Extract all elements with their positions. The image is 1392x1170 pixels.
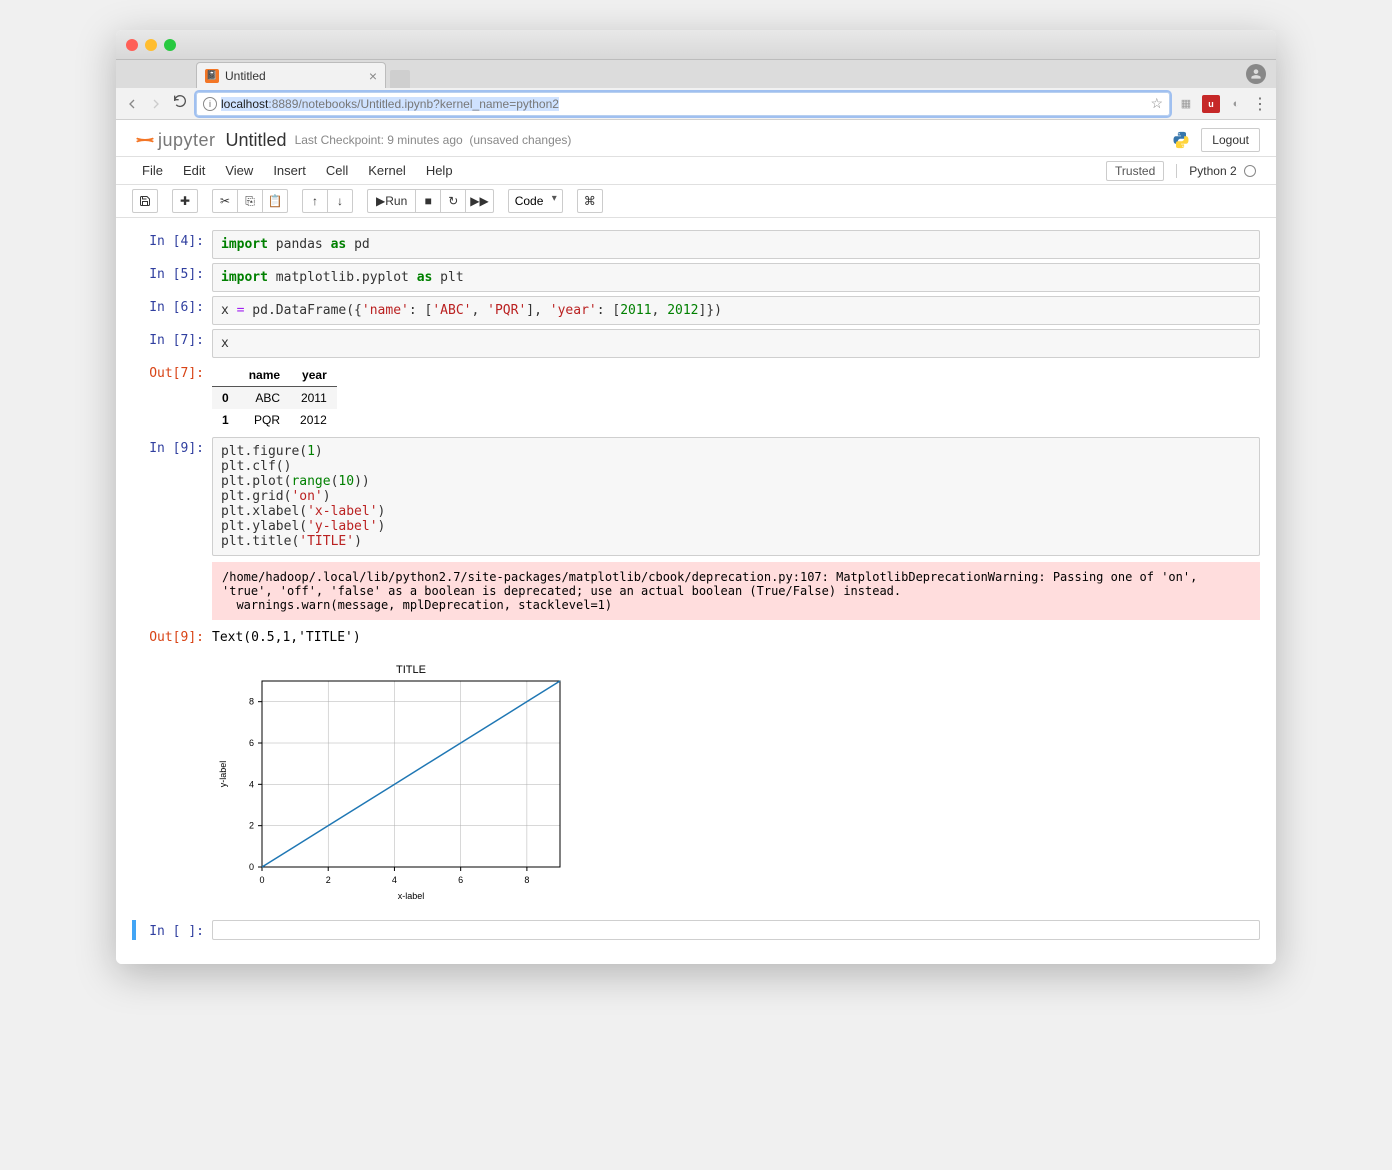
minimize-window-button[interactable]: [145, 39, 157, 51]
new-tab-button[interactable]: [390, 70, 410, 88]
bookmark-icon[interactable]: ☆: [1150, 95, 1163, 112]
tab-title: Untitled: [225, 69, 363, 83]
dataframe-output: nameyear0ABC20111PQR2012: [212, 364, 337, 431]
interrupt-button[interactable]: ■: [415, 189, 441, 213]
cut-button[interactable]: ✂: [212, 189, 238, 213]
site-info-icon[interactable]: i: [203, 97, 217, 111]
run-button[interactable]: ▶ Run: [367, 189, 416, 213]
browser-profile-icon[interactable]: [1246, 64, 1266, 84]
code-cell[interactable]: In [7]:x: [132, 329, 1260, 358]
menu-help[interactable]: Help: [416, 163, 463, 178]
menubar: FileEditViewInsertCellKernelHelp Trusted…: [116, 157, 1276, 185]
code-cell[interactable]: In [ ]:: [132, 920, 1260, 940]
code-cell[interactable]: In [4]:import pandas as pd: [132, 230, 1260, 259]
kernel-idle-icon: [1244, 165, 1256, 177]
kernel-name[interactable]: Python 2: [1176, 164, 1260, 178]
reload-button[interactable]: [172, 93, 188, 114]
forward-button[interactable]: [148, 96, 164, 112]
close-window-button[interactable]: [126, 39, 138, 51]
code-input[interactable]: import matplotlib.pyplot as plt: [212, 263, 1260, 292]
toolbar: ✚ ✂ ⎘ 📋 ↑ ↓ ▶ Run ■ ↻ ▶▶ Code ⌘: [116, 185, 1276, 218]
trusted-indicator[interactable]: Trusted: [1106, 161, 1164, 181]
logout-button[interactable]: Logout: [1201, 128, 1260, 152]
code-cell[interactable]: In [6]:x = pd.DataFrame({'name': ['ABC',…: [132, 296, 1260, 325]
svg-text:x-label: x-label: [398, 891, 425, 901]
browser-tab[interactable]: 📓 Untitled ×: [196, 62, 386, 88]
svg-text:0: 0: [259, 875, 264, 885]
paste-button[interactable]: 📋: [262, 189, 288, 213]
browser-url-bar: i localhost:8889/notebooks/Untitled.ipyn…: [116, 88, 1276, 120]
svg-text:0: 0: [249, 862, 254, 872]
url-input[interactable]: i localhost:8889/notebooks/Untitled.ipyn…: [196, 92, 1170, 116]
browser-menu-icon[interactable]: ⋮: [1252, 94, 1268, 114]
close-tab-icon[interactable]: ×: [369, 68, 377, 84]
back-button[interactable]: [124, 96, 140, 112]
save-button[interactable]: [132, 189, 158, 213]
code-input[interactable]: plt.figure(1) plt.clf() plt.plot(range(1…: [212, 437, 1260, 556]
add-cell-button[interactable]: ✚: [172, 189, 198, 213]
ublock-icon[interactable]: u: [1202, 95, 1220, 113]
code-input[interactable]: x: [212, 329, 1260, 358]
output-prompt: Out[9]:: [132, 626, 212, 649]
svg-text:4: 4: [249, 779, 254, 789]
notebook-title[interactable]: Untitled: [226, 130, 287, 151]
jupyter-logo-text: jupyter: [158, 130, 216, 151]
code-cell[interactable]: In [9]:plt.figure(1) plt.clf() plt.plot(…: [132, 437, 1260, 556]
svg-text:6: 6: [249, 738, 254, 748]
jupyter-favicon: 📓: [205, 69, 219, 83]
checkpoint-text: Last Checkpoint: 9 minutes ago (unsaved …: [295, 133, 572, 147]
restart-button[interactable]: ↻: [440, 189, 466, 213]
menu-insert[interactable]: Insert: [263, 163, 316, 178]
code-input[interactable]: [212, 920, 1260, 940]
svg-text:TITLE: TITLE: [396, 664, 426, 676]
svg-text:8: 8: [524, 875, 529, 885]
menu-edit[interactable]: Edit: [173, 163, 215, 178]
menu-cell[interactable]: Cell: [316, 163, 358, 178]
url-path: :8889/notebooks/Untitled.ipynb?kernel_na…: [268, 97, 559, 111]
input-prompt: In [ ]:: [136, 920, 212, 940]
menu-view[interactable]: View: [215, 163, 263, 178]
input-prompt: In [9]:: [132, 437, 212, 556]
svg-text:6: 6: [458, 875, 463, 885]
jupyter-logo[interactable]: jupyter: [132, 129, 216, 151]
browser-tab-strip: 📓 Untitled ×: [116, 60, 1276, 88]
code-input[interactable]: x = pd.DataFrame({'name': ['ABC', 'PQR']…: [212, 296, 1260, 325]
matplotlib-output: 0 2 4 6 8 0 2 4 6 8 x-label y-label TITLE: [212, 657, 572, 907]
extension-icon[interactable]: ▦: [1178, 96, 1194, 112]
code-cell[interactable]: In [5]:import matplotlib.pyplot as plt: [132, 263, 1260, 292]
svg-text:2: 2: [326, 875, 331, 885]
url-host: localhost: [221, 97, 268, 111]
menu-file[interactable]: File: [132, 163, 173, 178]
copy-button[interactable]: ⎘: [237, 189, 263, 213]
code-input[interactable]: import pandas as pd: [212, 230, 1260, 259]
input-prompt: In [6]:: [132, 296, 212, 325]
maximize-window-button[interactable]: [164, 39, 176, 51]
restart-run-all-button[interactable]: ▶▶: [465, 189, 493, 213]
cell-type-select[interactable]: Code: [508, 189, 563, 213]
python-icon: [1171, 130, 1191, 150]
input-prompt: In [5]:: [132, 263, 212, 292]
move-down-button[interactable]: ↓: [327, 189, 353, 213]
svg-text:2: 2: [249, 821, 254, 831]
menu-kernel[interactable]: Kernel: [358, 163, 416, 178]
svg-text:4: 4: [392, 875, 397, 885]
jupyter-logo-icon: [132, 129, 154, 151]
mac-titlebar: [116, 30, 1276, 60]
svg-text:8: 8: [249, 697, 254, 707]
input-prompt: In [7]:: [132, 329, 212, 358]
output-prompt: Out[7]:: [132, 362, 212, 433]
extension-icon-2[interactable]: ◐: [1228, 96, 1244, 112]
command-palette-button[interactable]: ⌘: [577, 189, 603, 213]
notebook-header: jupyter Untitled Last Checkpoint: 9 minu…: [116, 120, 1276, 157]
text-output: Text(0.5,1,'TITLE'): [212, 626, 1260, 649]
svg-text:y-label: y-label: [218, 761, 228, 788]
warning-output: /home/hadoop/.local/lib/python2.7/site-p…: [212, 562, 1260, 620]
move-up-button[interactable]: ↑: [302, 189, 328, 213]
input-prompt: In [4]:: [132, 230, 212, 259]
notebook-area: In [4]:import pandas as pdIn [5]:import …: [116, 218, 1276, 964]
